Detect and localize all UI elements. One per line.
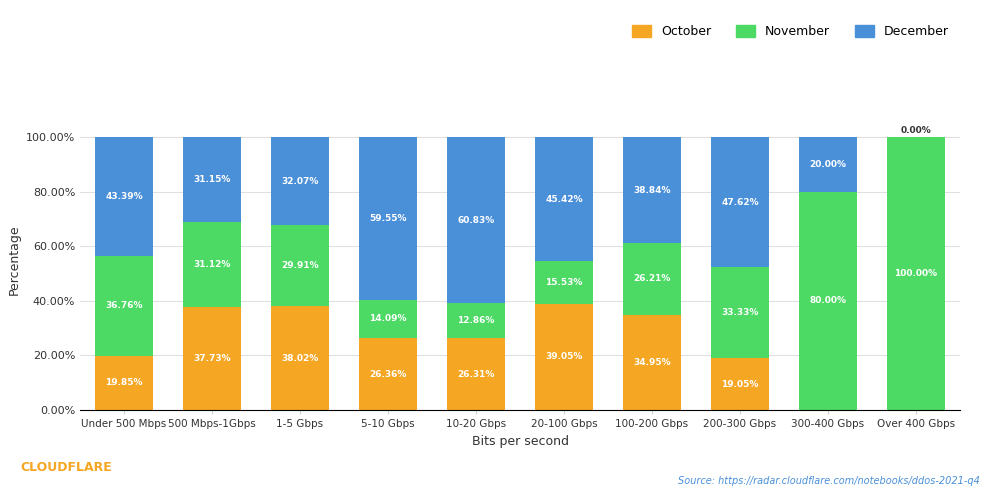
- Text: 15.53%: 15.53%: [545, 278, 583, 287]
- Bar: [447, 138, 505, 303]
- Text: 14.09%: 14.09%: [369, 314, 407, 324]
- Text: 20.00%: 20.00%: [810, 160, 846, 169]
- Text: 80.00%: 80.00%: [810, 296, 846, 306]
- Bar: [711, 358, 769, 410]
- Bar: [535, 304, 593, 410]
- Bar: [95, 138, 153, 256]
- Bar: [271, 138, 329, 224]
- Bar: [447, 303, 505, 338]
- Bar: [271, 224, 329, 306]
- Text: 12.86%: 12.86%: [457, 316, 495, 325]
- Bar: [447, 338, 505, 410]
- Text: 29.91%: 29.91%: [281, 261, 319, 270]
- Bar: [95, 256, 153, 356]
- Bar: [183, 138, 241, 222]
- Bar: [359, 300, 417, 338]
- Bar: [799, 192, 857, 410]
- Text: 36.76%: 36.76%: [105, 301, 143, 310]
- Text: 26.21%: 26.21%: [633, 274, 671, 283]
- Bar: [535, 138, 593, 261]
- Text: CLOUDFLARE: CLOUDFLARE: [20, 461, 112, 474]
- Text: Network-layer DDoS attacks: Distribution of size by month: Network-layer DDoS attacks: Distribution…: [20, 40, 665, 59]
- Bar: [799, 138, 857, 192]
- Text: 33.33%: 33.33%: [721, 308, 759, 317]
- Bar: [183, 222, 241, 307]
- Text: 37.73%: 37.73%: [193, 354, 231, 363]
- Text: 26.36%: 26.36%: [369, 370, 407, 378]
- Text: 31.15%: 31.15%: [193, 176, 231, 184]
- Text: 19.05%: 19.05%: [721, 380, 759, 388]
- Text: 32.07%: 32.07%: [281, 176, 319, 186]
- Text: 38.84%: 38.84%: [633, 186, 671, 194]
- Bar: [359, 138, 417, 300]
- Text: 38.02%: 38.02%: [281, 354, 319, 362]
- Text: 34.95%: 34.95%: [633, 358, 671, 367]
- Text: 31.12%: 31.12%: [193, 260, 231, 269]
- Text: 59.55%: 59.55%: [369, 214, 407, 223]
- Bar: [95, 356, 153, 410]
- Legend: October, November, December: October, November, December: [627, 20, 954, 44]
- Text: 0.00%: 0.00%: [901, 126, 931, 134]
- Text: 43.39%: 43.39%: [105, 192, 143, 201]
- Bar: [711, 138, 769, 267]
- Text: 26.31%: 26.31%: [457, 370, 495, 378]
- Text: 39.05%: 39.05%: [545, 352, 583, 361]
- X-axis label: Bits per second: Bits per second: [472, 434, 568, 448]
- Bar: [623, 243, 681, 314]
- Bar: [623, 314, 681, 410]
- Text: 100.00%: 100.00%: [894, 269, 938, 278]
- Bar: [535, 261, 593, 304]
- Text: 47.62%: 47.62%: [721, 198, 759, 206]
- Bar: [183, 307, 241, 410]
- Text: 45.42%: 45.42%: [545, 194, 583, 203]
- Bar: [271, 306, 329, 410]
- Bar: [887, 138, 945, 410]
- Bar: [359, 338, 417, 410]
- Text: 60.83%: 60.83%: [457, 216, 495, 224]
- Text: 19.85%: 19.85%: [105, 378, 143, 388]
- Bar: [623, 138, 681, 243]
- Bar: [711, 267, 769, 358]
- Y-axis label: Percentage: Percentage: [7, 224, 20, 296]
- Text: Source: https://radar.cloudflare.com/notebooks/ddos-2021-q4: Source: https://radar.cloudflare.com/not…: [678, 476, 980, 486]
